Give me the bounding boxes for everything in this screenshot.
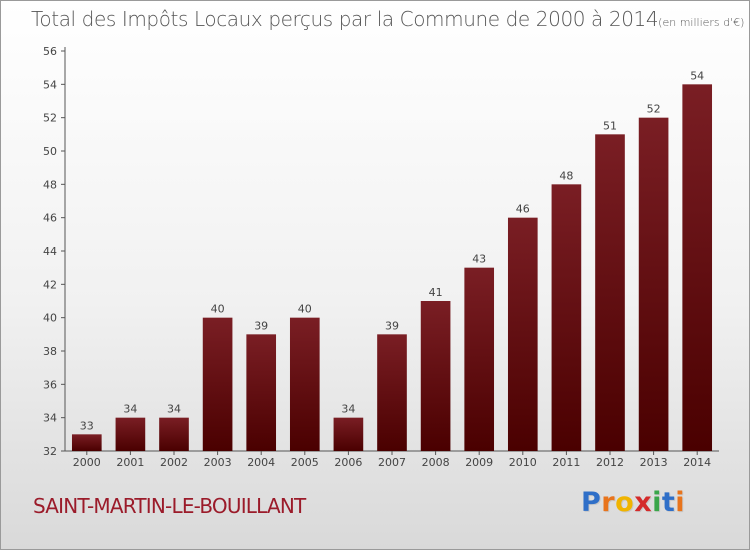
data-label-2003: 40	[211, 303, 225, 316]
bar-2006[interactable]	[333, 417, 364, 451]
x-tick-label: 2005	[291, 456, 319, 469]
y-tick-label: 50	[43, 145, 57, 158]
y-tick-label: 42	[43, 278, 57, 291]
bar-2002[interactable]	[159, 417, 189, 451]
data-label-2009: 43	[472, 253, 486, 266]
x-tick-label: 2010	[509, 456, 537, 469]
bar-2000[interactable]	[71, 434, 102, 451]
brand-letter: i	[675, 487, 686, 518]
brand-letter: x	[634, 487, 653, 518]
x-tick-label: 2007	[378, 456, 406, 469]
x-tick-label: 2013	[640, 456, 668, 469]
brand-letter: t	[661, 487, 676, 518]
data-labels: 33 34 34 40 39 40 34 39 41 43 46 48 51 52 54	[80, 69, 704, 432]
brand-logo[interactable]: Proxiti	[581, 487, 685, 518]
data-label-2011: 48	[559, 169, 573, 182]
brand-letter: o	[615, 487, 635, 518]
chart-unit-note: (en milliers d'€)	[658, 16, 745, 29]
x-tick-label: 2011	[552, 456, 580, 469]
y-tick-label: 44	[43, 245, 57, 258]
bar-2010[interactable]	[507, 217, 538, 451]
data-label-2005: 40	[298, 303, 312, 316]
commune-name: SAINT-MARTIN-LE-BOUILLANT	[33, 494, 306, 518]
data-label-2013: 52	[647, 103, 661, 116]
bar-2013[interactable]	[638, 117, 669, 452]
bar-2005[interactable]	[289, 317, 320, 451]
y-tick-label: 34	[43, 412, 57, 425]
x-tick-label: 2006	[334, 456, 362, 469]
bar-2009[interactable]	[464, 267, 495, 451]
bar-2003[interactable]	[202, 317, 233, 451]
x-tick-label: 2001	[116, 456, 144, 469]
x-tick-label: 2008	[422, 456, 450, 469]
data-label-2004: 39	[254, 319, 268, 332]
chart-title: Total des Impôts Locaux perçus par la Co…	[31, 7, 744, 31]
y-tick-label: 52	[43, 112, 57, 125]
x-tick-label: 2012	[596, 456, 624, 469]
chart-title-text: Total des Impôts Locaux perçus par la Co…	[31, 7, 659, 31]
x-axis: 2000 2001 2002 2003 2004 2005 2006 2007 2008 2009…	[65, 450, 719, 469]
data-label-2007: 39	[385, 319, 399, 332]
bar-2014[interactable]	[682, 84, 713, 451]
bar-2004[interactable]	[246, 334, 277, 451]
y-tick-label: 46	[43, 212, 57, 225]
x-tick-label: 2000	[73, 456, 101, 469]
data-label-2000: 33	[80, 419, 94, 432]
y-axis: 32 34 36 38 40 42 44 46 48 50 52 54 56	[43, 45, 66, 458]
y-tick-label: 56	[43, 45, 57, 58]
data-label-2001: 34	[123, 403, 137, 416]
y-tick-label: 32	[43, 445, 57, 458]
y-tick-label: 40	[43, 312, 57, 325]
brand-letter: r	[601, 487, 616, 518]
data-label-2012: 51	[603, 119, 617, 132]
bar-2001[interactable]	[115, 417, 146, 451]
bars	[71, 84, 713, 452]
x-tick-label: 2002	[160, 456, 188, 469]
brand-letter: P	[581, 487, 602, 518]
y-tick-label: 38	[43, 345, 57, 358]
x-tick-label: 2003	[204, 456, 232, 469]
brand-letter: i	[652, 487, 662, 518]
bar-2011[interactable]	[551, 184, 582, 452]
bar-2007[interactable]	[377, 334, 407, 451]
bar-2012[interactable]	[595, 134, 625, 452]
y-tick-label: 48	[43, 178, 57, 191]
data-label-2008: 41	[429, 286, 443, 299]
bar-2008[interactable]	[420, 301, 451, 451]
data-label-2002: 34	[167, 403, 181, 416]
x-tick-label: 2014	[683, 456, 711, 469]
y-tick-label: 36	[43, 378, 57, 391]
data-label-2014: 54	[690, 69, 704, 82]
y-tick-label: 54	[43, 78, 57, 91]
data-label-2006: 34	[341, 403, 355, 416]
data-label-2010: 46	[516, 203, 530, 216]
x-tick-label: 2009	[465, 456, 493, 469]
x-tick-label: 2004	[247, 456, 275, 469]
